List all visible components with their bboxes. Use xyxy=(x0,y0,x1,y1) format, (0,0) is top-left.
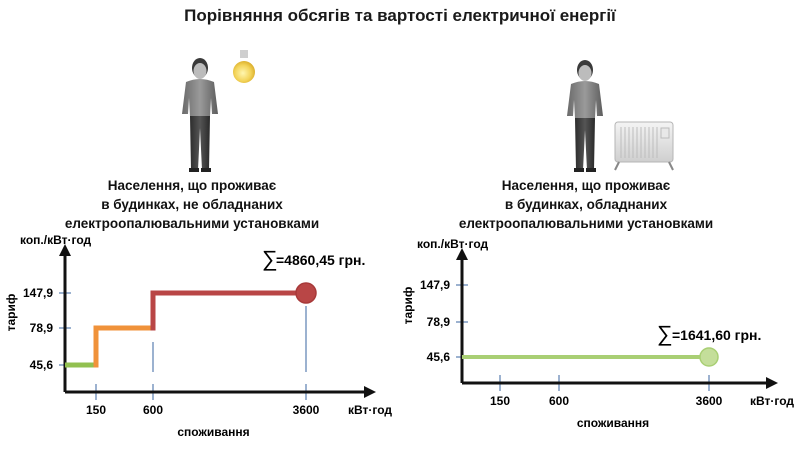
chart2-x-tick-label-2: 3600 xyxy=(696,394,723,408)
chart2-y-axis-label: тариф xyxy=(401,286,415,324)
chart2-y-unit-label: коп./кВт·год xyxy=(417,237,488,251)
light-bulb-icon xyxy=(233,50,255,83)
chart2-y-tick-label-1: 78,9 xyxy=(427,315,451,329)
caption-right-line-1: Населення, що проживає xyxy=(501,178,671,193)
electric-heater-icon xyxy=(614,121,674,171)
chart1-sum-symbol: ∑ xyxy=(262,246,278,271)
caption-left: Населення, що проживає в будинках, не об… xyxy=(32,176,352,233)
chart1-y-axis-label: тариф xyxy=(4,293,18,331)
caption-left-line-1: Населення, що проживає xyxy=(107,178,277,193)
chart1-y-tick-label-2: 147,9 xyxy=(23,286,53,300)
chart2-sum-symbol: ∑ xyxy=(657,321,673,346)
chart2-y-axis-arrow xyxy=(456,248,468,260)
chart1-y-tick-label-1: 78,9 xyxy=(30,321,54,335)
chart1-y-unit-label: коп./кВт·год xyxy=(20,233,91,247)
chart1-x-tick-label-2: 3600 xyxy=(293,403,320,417)
chart1-x-axis-arrow xyxy=(364,386,376,398)
chart2-x-unit-label: кВт·год xyxy=(750,394,794,408)
chart2-y-tick-label-0: 45,6 xyxy=(427,350,451,364)
chart1-x-tick-label-0: 150 xyxy=(86,403,106,417)
chart2-x-axis-arrow xyxy=(766,377,778,389)
chart2-total-label: =1641,60 грн. xyxy=(672,327,761,343)
caption-right: Населення, що проживає в будинках, облад… xyxy=(426,176,746,233)
chart1-x-tick-label-1: 600 xyxy=(143,403,163,417)
chart2-x-tick-label-1: 600 xyxy=(549,394,569,408)
chart1-x-axis-label: споживання xyxy=(177,425,249,439)
caption-left-line-2: в будинках, не обладнаних xyxy=(101,197,283,212)
caption-left-line-3: електроопалювальними установками xyxy=(64,216,320,231)
chart1-x-unit-label: кВт·год xyxy=(348,403,392,417)
chart2-end-marker xyxy=(699,347,719,367)
caption-right-line-3: електроопалювальними установками xyxy=(458,216,714,231)
caption-right-line-2: в будинках, обладнаних xyxy=(504,197,668,212)
chart1-total-label: =4860,45 грн. xyxy=(276,252,365,268)
chart1-end-marker xyxy=(295,282,317,304)
chart1-y-axis-arrow xyxy=(59,244,71,256)
person-figure-left xyxy=(182,58,218,172)
chart1-y-tick-label-0: 45,6 xyxy=(30,358,54,372)
chart2-x-tick-label-0: 150 xyxy=(490,394,510,408)
chart2-x-axis-label: споживання xyxy=(577,416,649,430)
person-figure-right xyxy=(567,60,603,172)
page-title: Порівняння обсягів та вартості електричн… xyxy=(184,6,616,25)
chart2-y-tick-label-2: 147,9 xyxy=(420,278,450,292)
